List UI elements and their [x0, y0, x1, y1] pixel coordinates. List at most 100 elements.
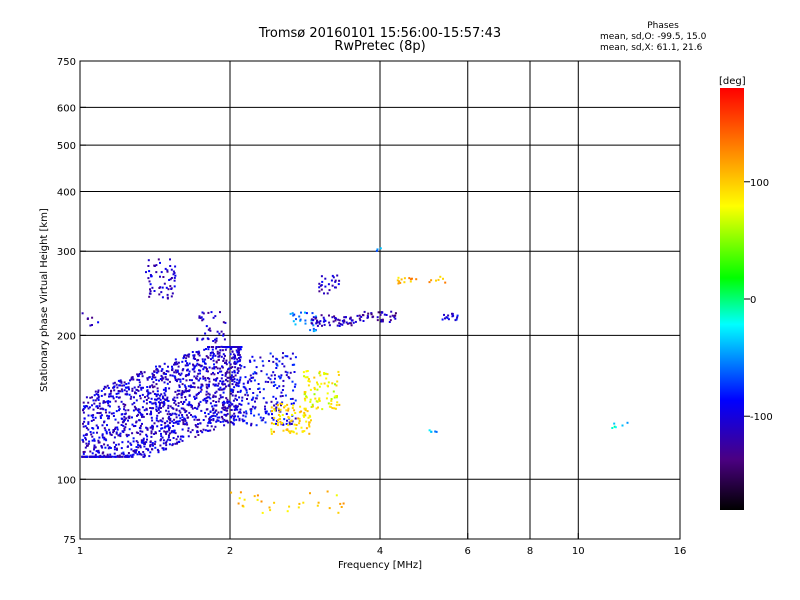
echo-point	[275, 422, 277, 425]
echo-point	[184, 419, 187, 422]
echo-point	[159, 261, 161, 264]
echo-point	[166, 269, 169, 272]
echo-point	[226, 401, 229, 404]
echo-point	[321, 280, 324, 283]
echo-point	[217, 358, 220, 361]
echo-point	[203, 360, 206, 363]
echo-point	[84, 455, 87, 458]
echo-point	[185, 374, 188, 376]
echo-point	[224, 372, 227, 375]
echo-point	[86, 444, 89, 447]
echo-point	[151, 426, 154, 429]
echo-point	[435, 279, 437, 282]
echo-point	[295, 432, 298, 435]
echo-point	[237, 370, 240, 373]
echo-point	[360, 315, 363, 318]
echo-point	[127, 445, 129, 448]
echo-point	[409, 280, 412, 283]
echo-point	[184, 423, 187, 426]
echo-point	[170, 268, 173, 271]
echo-point	[135, 421, 138, 424]
echo-point	[202, 428, 205, 431]
echo-point	[155, 271, 158, 274]
echo-point	[172, 270, 175, 273]
echo-point	[204, 411, 206, 414]
echo-point	[216, 352, 219, 355]
echo-point	[338, 279, 341, 282]
echo-point	[352, 321, 355, 324]
echo-point	[177, 402, 180, 405]
echo-point	[170, 277, 173, 279]
echo-point	[175, 438, 178, 441]
echo-point	[216, 330, 219, 333]
echo-point	[148, 270, 151, 273]
echo-point	[230, 366, 233, 369]
echo-point	[318, 397, 321, 400]
echo-point	[199, 429, 202, 432]
echo-point	[117, 421, 120, 424]
echo-point	[270, 428, 273, 431]
echo-point	[216, 416, 219, 419]
echo-point	[141, 375, 144, 378]
echo-point	[84, 446, 87, 449]
echo-point	[110, 434, 113, 436]
echo-point	[160, 271, 163, 274]
echo-point	[92, 455, 95, 458]
echo-point	[161, 436, 164, 439]
echo-point	[292, 314, 295, 317]
echo-point	[237, 502, 240, 505]
echo-point	[168, 443, 171, 446]
echo-point	[142, 437, 145, 440]
echo-point	[116, 386, 119, 389]
echo-point	[328, 507, 331, 510]
echo-point	[152, 381, 155, 384]
echo-point	[185, 414, 188, 417]
echo-point	[108, 431, 111, 434]
echo-point	[308, 421, 311, 424]
echo-point	[178, 420, 181, 423]
echo-point	[280, 374, 283, 377]
echo-point	[218, 397, 221, 400]
echo-point	[207, 346, 210, 348]
echo-point	[147, 391, 150, 394]
echo-point	[214, 395, 217, 398]
echo-point	[88, 440, 91, 443]
echo-point	[230, 346, 233, 348]
echo-point	[194, 365, 196, 368]
echo-point	[238, 380, 241, 382]
echo-point	[139, 446, 142, 449]
echo-point	[223, 401, 226, 404]
echo-point	[164, 399, 167, 401]
echo-point	[121, 390, 124, 393]
echo-point	[437, 278, 440, 281]
echo-point	[85, 433, 88, 436]
echo-point	[244, 387, 247, 390]
echo-point	[319, 320, 322, 323]
echo-point	[316, 319, 319, 322]
echo-point	[151, 448, 153, 451]
chart-subtitle: RwPretec (8p)	[334, 39, 426, 54]
echo-point	[193, 375, 196, 378]
echo-point	[238, 357, 240, 359]
echo-point	[139, 433, 142, 436]
echo-point	[143, 371, 146, 374]
echo-point	[166, 382, 169, 385]
echo-point	[238, 403, 241, 406]
echo-point	[98, 455, 101, 458]
echo-point	[202, 368, 205, 371]
echo-point	[159, 275, 161, 278]
echo-point	[93, 439, 96, 442]
echo-point	[191, 368, 194, 371]
echo-point	[233, 369, 236, 372]
echo-point	[168, 279, 171, 281]
echo-point	[388, 321, 391, 323]
echo-point	[303, 375, 306, 378]
colorbar-label: [deg]	[719, 76, 746, 87]
echo-point	[239, 378, 242, 381]
echo-point	[123, 415, 126, 418]
echo-point	[222, 408, 225, 411]
echo-point	[130, 448, 133, 451]
echo-point	[165, 447, 168, 450]
echo-point	[219, 367, 222, 370]
